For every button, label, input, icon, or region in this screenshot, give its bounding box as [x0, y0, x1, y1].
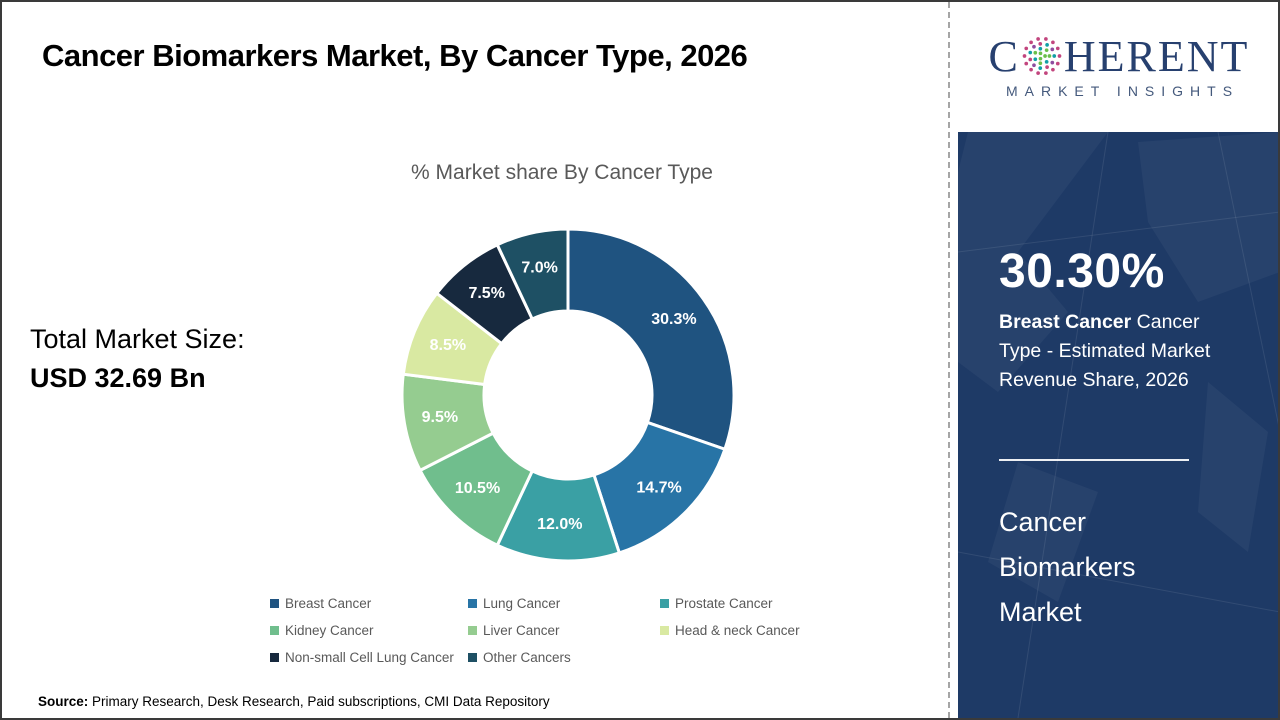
legend-label: Head & neck Cancer [675, 623, 800, 638]
legend-item: Kidney Cancer [270, 622, 468, 639]
market-name-line: Market [999, 597, 1082, 627]
chart-title: % Market share By Cancer Type [411, 161, 713, 184]
globe-dot [1029, 40, 1033, 45]
highlight-segment-name: Breast Cancer [999, 311, 1132, 333]
legend-item: Other Cancers [468, 649, 660, 666]
legend-swatch [270, 653, 279, 662]
legend-label: Lung Cancer [483, 596, 561, 611]
donut-segment-label: 7.0% [521, 260, 557, 277]
company-logo: C HERENT MARKET INSIGHTS [958, 2, 1278, 132]
donut-segment-label: 12.0% [537, 516, 582, 533]
globe-dot [1047, 54, 1052, 58]
legend-item: Prostate Cancer [660, 595, 800, 612]
legend-item: Liver Cancer [468, 622, 660, 639]
globe-dot [1036, 37, 1040, 41]
logo-wordmark: C HERENT [989, 35, 1250, 79]
right-sidebar: 30.30% Breast Cancer Cancer Type - Estim… [958, 132, 1278, 718]
donut-segment [495, 227, 570, 321]
globe-dot [1033, 57, 1038, 62]
legend-label: Liver Cancer [483, 623, 560, 638]
legend-label: Other Cancers [483, 650, 571, 665]
total-market-size-label: Total Market Size: [30, 324, 245, 354]
highlight-percentage: 30.30% [999, 245, 1165, 298]
globe-dot [1038, 42, 1043, 46]
globe-dot [1032, 63, 1036, 68]
globe-dot [1022, 54, 1027, 58]
legend-item: Head & neck Cancer [660, 622, 800, 639]
highlight-description: Breast Cancer Cancer Type - Estimated Ma… [999, 308, 1237, 395]
legend-label: Kidney Cancer [285, 623, 374, 638]
market-name-line: Cancer [999, 507, 1087, 537]
donut-segment-label: 9.5% [422, 409, 458, 426]
legend-item: Breast Cancer [270, 595, 468, 612]
globe-dot [1038, 66, 1043, 70]
globe-dot [1055, 61, 1060, 66]
highlight-description-rest: Cancer Type - Estimated Market Revenue S… [999, 311, 1211, 391]
globe-dot [1038, 56, 1043, 61]
legend-swatch [660, 599, 669, 608]
globe-dot [1038, 51, 1043, 56]
coherent-globe-icon [1022, 37, 1062, 75]
market-name-line: Biomarkers [999, 552, 1136, 582]
globe-dot [1055, 46, 1060, 51]
globe-dot [1050, 47, 1055, 52]
legend-swatch [270, 626, 279, 635]
legend-swatch [270, 599, 279, 608]
legend-swatch [660, 626, 669, 635]
legend-swatch [468, 653, 477, 662]
globe-dot [1028, 57, 1032, 62]
legend-label: Breast Cancer [285, 596, 372, 611]
page-title: Cancer Biomarkers Market, By Cancer Type… [42, 38, 748, 73]
globe-dot [1052, 54, 1056, 58]
globe-dot [1036, 71, 1040, 75]
donut-chart: 30.3% 14.7% 12.0% 10.5% 9.5% 8.5% 7.5% 7.0% [400, 227, 736, 563]
globe-dot [1043, 54, 1047, 58]
total-market-size-block: Total Market Size: USD 32.69 Bn [30, 324, 245, 394]
donut-segment-label: 7.5% [468, 285, 504, 302]
globe-dot [1045, 43, 1049, 47]
donut-segment-label: 30.3% [651, 311, 696, 328]
logo-subtitle: MARKET INSIGHTS [1005, 83, 1240, 99]
legend-item: Non-small Cell Lung Cancer [270, 649, 468, 666]
globe-dot [1050, 40, 1055, 45]
source-line: Source: Primary Research, Desk Research,… [38, 694, 550, 709]
legend-swatch [468, 599, 477, 608]
source-label: Source: [38, 694, 89, 709]
sidebar-divider [999, 459, 1189, 461]
donut-segment [566, 227, 736, 452]
globe-dot [1038, 61, 1043, 66]
globe-dot [1033, 50, 1038, 55]
total-market-size-value: USD 32.69 Bn [30, 363, 206, 393]
source-text: Primary Research, Desk Research, Paid su… [88, 694, 550, 709]
globe-dot [1044, 59, 1049, 64]
globe-dot [1050, 67, 1055, 72]
globe-dot [1050, 60, 1055, 65]
globe-dot [1038, 46, 1043, 51]
chart-legend: Breast Cancer Lung Cancer Prostate Cancer K… [270, 595, 800, 666]
globe-dot [1028, 50, 1032, 55]
legend-label: Non-small Cell Lung Cancer [285, 650, 454, 665]
globe-dot [1043, 71, 1048, 75]
globe-dot [1044, 48, 1049, 53]
logo-letters-herent: HERENT [1063, 32, 1250, 81]
main-content-area: Cancer Biomarkers Market, By Cancer Type… [2, 2, 950, 718]
sidebar-market-name: Cancer Biomarkers Market [999, 500, 1136, 635]
globe-dot [1032, 44, 1036, 49]
legend-swatch [468, 626, 477, 635]
legend-label: Prostate Cancer [675, 596, 773, 611]
globe-dot [1043, 37, 1048, 41]
donut-segment-label: 14.7% [636, 479, 681, 496]
donut-segment-label: 10.5% [455, 480, 500, 497]
globe-dot [1045, 65, 1049, 69]
globe-dot [1024, 46, 1028, 51]
globe-dot [1024, 61, 1028, 66]
logo-letter-c: C [988, 32, 1020, 81]
donut-segment-label: 8.5% [430, 337, 466, 354]
globe-dot [1057, 54, 1062, 58]
globe-dot [1029, 67, 1033, 72]
legend-item: Lung Cancer [468, 595, 660, 612]
world-map-texture [958, 132, 1278, 718]
